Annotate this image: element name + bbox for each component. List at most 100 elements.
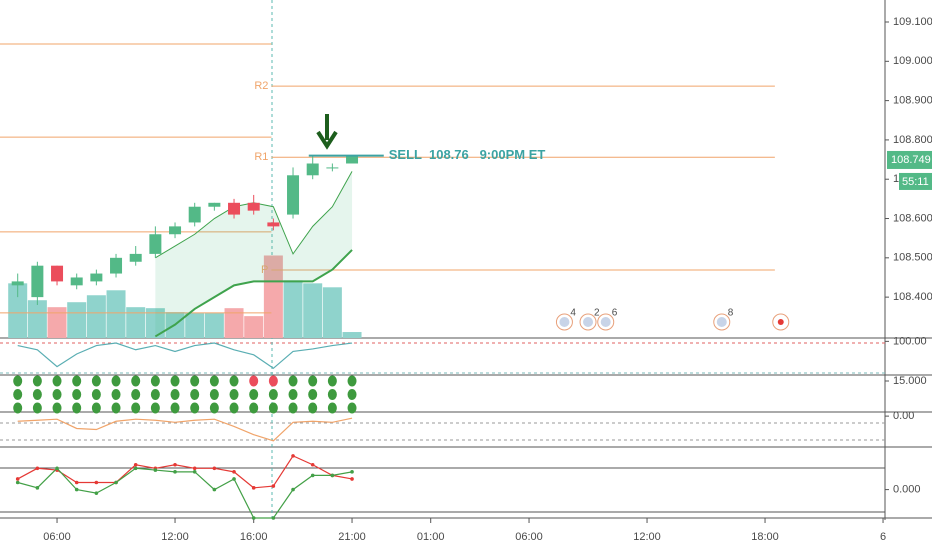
pivot-label: R2 <box>254 80 268 92</box>
x-tick-label: 06:00 <box>43 531 71 543</box>
candle-body <box>346 155 359 164</box>
candle-body <box>267 222 280 227</box>
signal-dot <box>131 402 141 414</box>
pane-tick-label: 100.00 <box>893 335 927 347</box>
candle-body <box>326 167 339 169</box>
cross-point <box>94 491 99 495</box>
x-tick-label: 6 <box>880 531 886 543</box>
signal-dot <box>131 375 141 387</box>
signal-dot <box>229 402 239 414</box>
signal-dot <box>131 389 141 400</box>
signal-dot <box>170 402 180 414</box>
candle-body <box>208 202 221 207</box>
signal-dot <box>327 375 337 387</box>
x-tick-label: 01:00 <box>417 531 445 543</box>
volume-bar <box>263 255 283 338</box>
cross-point <box>35 466 40 471</box>
cross-point <box>173 470 177 474</box>
volume-bar <box>204 313 224 338</box>
signal-dot <box>13 389 23 400</box>
signal-dot <box>190 389 200 400</box>
signal-dot <box>249 402 259 414</box>
signal-dot <box>52 402 62 414</box>
signal-dot <box>91 389 101 400</box>
signal-dot <box>32 402 42 414</box>
signal-dot <box>72 375 82 387</box>
cross-point <box>173 462 177 467</box>
signal-dot <box>249 375 259 387</box>
y-tick-label: 108.800 <box>893 134 932 146</box>
x-tick-label: 16:00 <box>240 531 268 543</box>
signal-dot <box>32 375 42 387</box>
signal-dot <box>32 389 42 400</box>
cross-point <box>55 466 59 471</box>
signal-dot <box>190 402 200 414</box>
signal-dot <box>327 402 337 414</box>
candle-body <box>11 281 24 286</box>
signal-dot <box>347 375 357 387</box>
event-count: 4 <box>570 308 576 319</box>
cross-point <box>310 473 315 478</box>
cross-point <box>232 477 236 481</box>
candle-body <box>31 265 44 298</box>
x-tick-label: 12:00 <box>633 531 661 543</box>
countdown: 55:11 <box>902 176 929 188</box>
y-tick-label: 108.900 <box>893 95 932 107</box>
signal-dot <box>91 402 101 414</box>
event-icon <box>600 317 611 327</box>
cross-point <box>212 487 217 492</box>
volume-bar <box>8 283 28 338</box>
y-tick-label: 109.100 <box>893 16 932 28</box>
x-tick-label: 21:00 <box>338 531 366 543</box>
signal-dot <box>229 375 239 387</box>
cross-point <box>251 516 256 520</box>
signal-dot <box>72 402 82 414</box>
cross-point <box>153 468 158 472</box>
volume-bar <box>224 308 244 338</box>
cross-point <box>74 480 79 485</box>
cross-point <box>350 470 354 474</box>
signal-dot <box>347 389 357 400</box>
volume-bar <box>86 295 106 338</box>
cross-line <box>17 467 353 519</box>
volume-bar <box>283 280 303 338</box>
candle-body <box>129 253 142 262</box>
signal-dot <box>268 402 278 414</box>
signal-dot <box>288 402 298 414</box>
last-price: 108.749 <box>891 154 931 166</box>
countdown-box <box>899 172 932 190</box>
signal-dot <box>111 402 121 414</box>
pivot-label: P <box>261 264 268 276</box>
signal-dot <box>209 389 219 400</box>
pivot-label: R1 <box>254 151 268 163</box>
cross-point <box>291 487 295 492</box>
last-price-box <box>887 150 932 169</box>
cross-point <box>94 480 99 485</box>
signal-dot <box>13 402 23 414</box>
signal-dot <box>111 375 121 387</box>
volume-bar <box>106 290 126 338</box>
candle-body <box>228 202 241 215</box>
signal-dot <box>209 375 219 387</box>
momentum-line <box>17 417 353 442</box>
volume-bar <box>303 283 323 338</box>
event-count: 6 <box>612 308 618 319</box>
volume-bar <box>47 307 67 338</box>
signal-dot <box>268 375 278 387</box>
cross-point <box>232 470 236 474</box>
candle-body <box>70 277 83 286</box>
candle-body <box>287 175 300 215</box>
cross-point <box>15 480 20 485</box>
volume-bar <box>322 287 342 338</box>
candle-body <box>169 226 182 235</box>
volume-bar <box>244 316 264 338</box>
y-tick-label: 108.600 <box>893 212 932 224</box>
event-count: 8 <box>728 308 734 319</box>
event-icon <box>777 319 784 325</box>
cross-point <box>74 487 79 492</box>
x-tick-label: 12:00 <box>161 531 189 543</box>
signal-dot <box>150 375 160 387</box>
event-icon <box>583 317 594 327</box>
candle-body <box>90 273 103 282</box>
